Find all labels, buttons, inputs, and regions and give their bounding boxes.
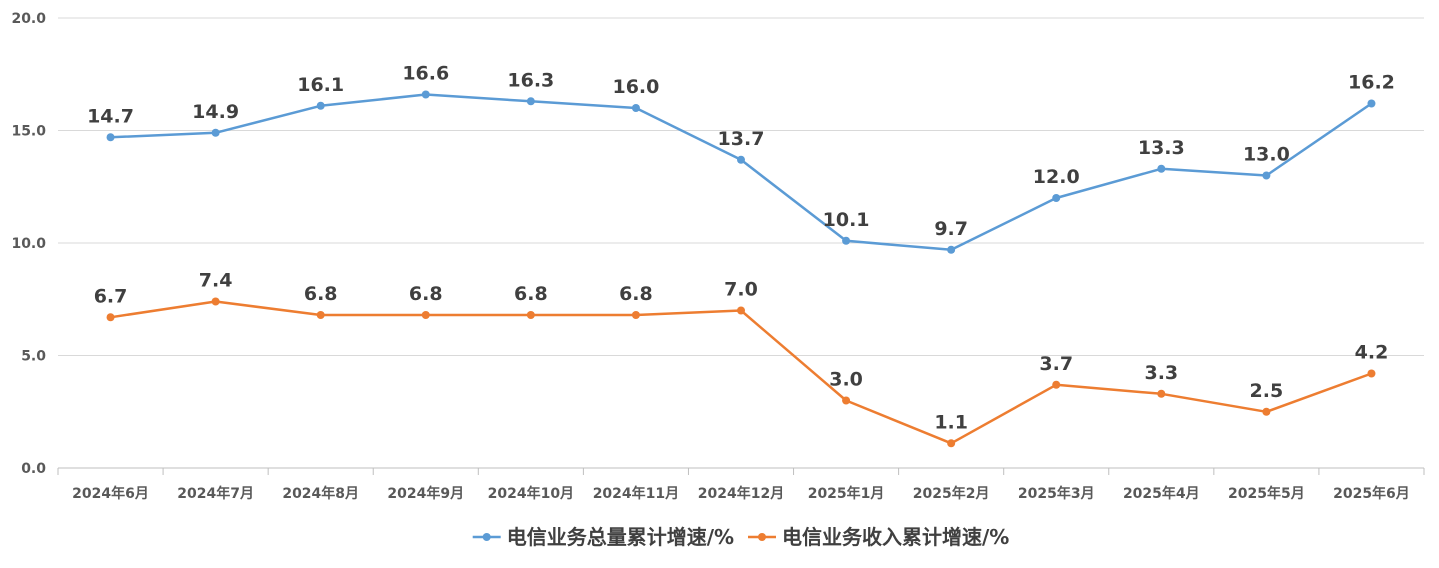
data-point-1 (1262, 171, 1271, 180)
data-label-1: 12.0 (1033, 166, 1080, 188)
data-point-2 (1052, 380, 1061, 389)
x-tick-label: 2024年12月 (698, 485, 784, 502)
series-line-2 (110, 300, 1372, 445)
y-tick-label: 15.0 (11, 124, 46, 140)
data-point-2 (947, 439, 956, 448)
y-tick-label: 20.0 (11, 11, 46, 27)
data-point-2 (526, 311, 535, 319)
data-point-2 (1262, 407, 1271, 416)
x-tick-label: 2024年7月 (177, 485, 254, 502)
data-point-1 (631, 104, 640, 112)
data-label-1: 13.7 (718, 128, 765, 150)
x-tick-label: 2024年9月 (387, 485, 464, 502)
data-label-1: 16.2 (1348, 72, 1395, 94)
data-label-2: 3.7 (1039, 353, 1073, 375)
legend-marker (482, 533, 491, 541)
data-label-1: 14.9 (192, 101, 239, 123)
data-label-1: 13.3 (1138, 137, 1185, 159)
y-tick-label: 10.0 (11, 236, 46, 252)
data-label-2: 4.2 (1355, 342, 1389, 364)
data-point-2 (1367, 369, 1376, 378)
x-tick-label: 2025年4月 (1123, 485, 1200, 502)
data-point-1 (1157, 164, 1166, 173)
series-line-1 (110, 93, 1373, 252)
data-label-2: 1.1 (934, 411, 968, 433)
x-tick-label: 2024年10月 (488, 485, 574, 502)
x-tick-label: 2024年6月 (72, 485, 149, 502)
series-layer (106, 90, 1376, 448)
data-label-2: 6.8 (619, 283, 653, 305)
data-point-2 (211, 297, 220, 306)
data-label-2: 7.0 (724, 279, 758, 301)
data-label-1: 13.0 (1243, 144, 1290, 166)
data-point-1 (737, 155, 745, 164)
data-label-1: 10.1 (823, 209, 870, 231)
y-tick-label: 0.0 (21, 461, 46, 477)
data-label-1: 14.7 (87, 105, 134, 127)
data-labels: 14.7 14.9 16.1 16.6 16.3 16.0 13.7 10.1 9.7 12.0 1… (87, 63, 1395, 434)
data-point-1 (1052, 194, 1061, 202)
data-label-1: 16.3 (507, 69, 554, 91)
data-label-2: 6.8 (409, 283, 443, 305)
data-point-2 (842, 396, 851, 405)
data-label-1: 16.0 (612, 76, 659, 98)
x-tick-label: 2024年11月 (593, 485, 679, 502)
x-axis: 2024年6月 2024年7月 2024年8月 2024年9月 2024年10月 2024… (57, 468, 1425, 502)
legend-item-1: 电信业务总量累计增速/% (472, 525, 734, 549)
x-tick-label: 2025年3月 (1018, 485, 1095, 502)
data-label-1: 9.7 (934, 218, 968, 240)
data-point-2 (421, 311, 430, 319)
data-label-1: 16.1 (297, 74, 344, 96)
data-label-2: 3.3 (1144, 362, 1178, 384)
data-point-1 (526, 97, 535, 106)
legend-label: 电信业务收入累计增速/% (782, 525, 1009, 549)
data-label-1: 16.6 (402, 63, 449, 85)
x-tick-label: 2025年1月 (808, 485, 885, 502)
x-tick-label: 2025年5月 (1228, 485, 1305, 502)
data-point-1 (316, 101, 325, 110)
data-point-1 (211, 128, 220, 137)
data-point-1 (1367, 99, 1376, 108)
data-point-2 (106, 313, 115, 322)
y-axis: 0.0 5.0 10.0 15.0 20.0 (11, 11, 46, 477)
data-point-2 (631, 311, 640, 319)
legend-label: 电信业务总量累计增速/% (507, 525, 734, 549)
x-tick-label: 2025年2月 (913, 485, 990, 502)
data-point-1 (106, 133, 115, 142)
x-tick-label: 2024年8月 (282, 485, 359, 502)
data-label-2: 2.5 (1250, 380, 1284, 402)
data-label-2: 6.8 (304, 283, 338, 305)
data-point-2 (1157, 389, 1166, 398)
data-point-1 (421, 90, 430, 99)
data-point-2 (316, 311, 325, 319)
grid-lines (58, 17, 1424, 469)
data-label-2: 6.8 (514, 283, 548, 305)
data-label-2: 3.0 (829, 369, 863, 391)
legend-marker (758, 533, 766, 541)
data-point-2 (737, 306, 745, 315)
legend-item-2: 电信业务收入累计增速/% (748, 525, 1009, 549)
data-point-1 (947, 245, 956, 254)
data-label-2: 6.7 (94, 285, 128, 307)
data-point-1 (842, 236, 851, 245)
data-label-2: 7.4 (199, 270, 233, 292)
x-tick-label: 2025年6月 (1333, 485, 1410, 502)
y-tick-label: 5.0 (21, 349, 46, 365)
legend: 电信业务总量累计增速/% 电信业务收入累计增速/% (472, 525, 1009, 549)
